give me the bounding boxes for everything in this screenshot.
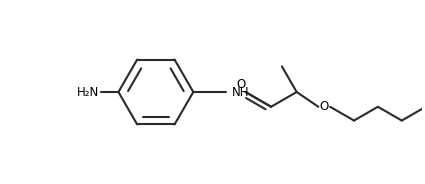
- Text: O: O: [236, 78, 245, 91]
- Text: H₂N: H₂N: [76, 86, 99, 98]
- Text: NH: NH: [232, 86, 249, 98]
- Text: O: O: [320, 100, 329, 113]
